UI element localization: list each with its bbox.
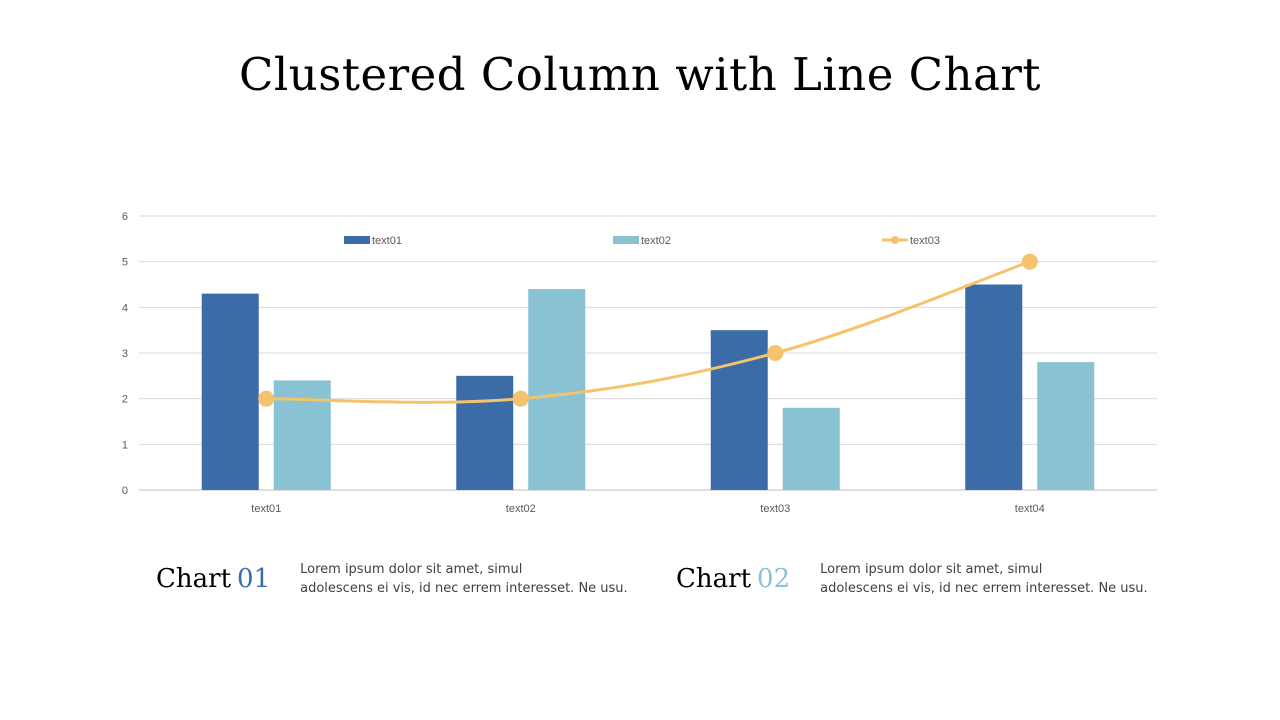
line-text03: [266, 260, 1031, 404]
caption-label: Chart: [676, 564, 752, 594]
line-point-text03: [258, 390, 275, 407]
legend-swatch: [344, 236, 370, 244]
y-tick-label: 5: [122, 257, 128, 269]
caption-chart-01: Chart 01 Lorem ipsum dolor sit amet, simu…: [156, 560, 630, 598]
y-tick-label: 1: [122, 439, 128, 451]
y-tick-label: 3: [122, 348, 128, 360]
bar-text01: [456, 375, 514, 490]
line-point-text03: [1021, 253, 1038, 270]
caption-text: Lorem ipsum dolor sit amet, simul adoles…: [300, 560, 630, 598]
caption-heading: Chart 02: [676, 564, 790, 594]
bar-text02: [1037, 362, 1095, 490]
caption-number: 02: [757, 564, 791, 594]
bar-text02: [273, 380, 331, 490]
page-title: Clustered Column with Line Chart: [238, 48, 1042, 101]
x-tick-label: text01: [251, 503, 281, 515]
bar-text02: [528, 289, 586, 490]
caption-text: Lorem ipsum dolor sit amet, simul adoles…: [820, 560, 1150, 598]
bar-text01: [201, 293, 259, 490]
caption-heading: Chart 01: [156, 564, 270, 594]
caption-chart-02: Chart 02 Lorem ipsum dolor sit amet, simu…: [676, 560, 1150, 598]
x-tick-label: text04: [1015, 503, 1045, 515]
y-tick-label: 6: [122, 211, 128, 223]
legend-label: text01: [372, 235, 402, 247]
bar-text02: [782, 407, 840, 490]
caption-text-line: Lorem ipsum dolor sit amet, simul: [300, 562, 523, 577]
y-tick-label: 4: [122, 302, 128, 314]
y-tick-label: 0: [122, 485, 128, 497]
x-tick-label: text03: [760, 503, 790, 515]
caption-text-line: adolescens ei vis, id nec errem interess…: [820, 581, 1148, 596]
line-point-text03: [767, 345, 784, 361]
line-point-text03: [512, 390, 529, 407]
x-tick-label: text02: [506, 503, 536, 515]
legend-label: text03: [910, 235, 940, 247]
legend-label: text02: [641, 235, 671, 247]
legend-swatch: [613, 236, 639, 244]
bar-text01: [965, 284, 1023, 490]
caption-text-line: Lorem ipsum dolor sit amet, simul: [820, 562, 1043, 577]
bar-text01: [710, 330, 768, 490]
y-tick-label: 2: [122, 394, 128, 406]
caption-number: 01: [237, 564, 271, 594]
legend-swatch-marker: [891, 236, 899, 244]
caption-text-line: adolescens ei vis, id nec errem interess…: [300, 581, 628, 596]
caption-label: Chart: [156, 564, 232, 594]
